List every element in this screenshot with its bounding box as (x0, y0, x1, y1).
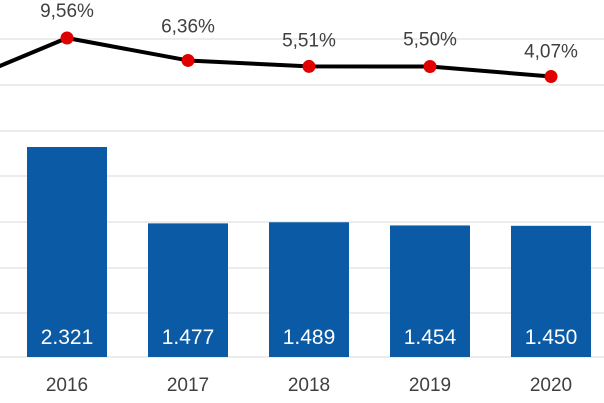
rate-line-series (0, 36, 553, 79)
rate-label-2018: 5,51% (282, 30, 336, 51)
rate-label-2016: 9,56% (40, 1, 94, 22)
rate-label-2019: 5,50% (403, 30, 457, 51)
bar-2020 (511, 225, 591, 357)
category-label-2019: 2019 (409, 375, 451, 396)
bar-series (27, 147, 591, 357)
category-label-2017: 2017 (167, 375, 209, 396)
category-axis-labels: 2016 2017 2018 2019 2020 (46, 375, 572, 396)
bar-2019 (390, 225, 470, 357)
bar-2016 (27, 147, 107, 357)
bar-label-2018: 1.489 (283, 326, 336, 349)
rate-point-2017 (181, 53, 195, 67)
rate-point-2016 (60, 31, 74, 45)
rate-markers (60, 31, 558, 84)
rate-label-2017: 6,36% (161, 16, 215, 37)
rate-line (0, 36, 553, 79)
rate-label-2020: 4,07% (524, 42, 578, 63)
category-label-2020: 2020 (530, 375, 572, 396)
bar-2018 (269, 222, 349, 357)
category-label-2016: 2016 (46, 375, 88, 396)
rate-point-2018 (302, 59, 316, 73)
rate-value-labels: 9,56% 6,36% 5,51% 5,50% 4,07% (40, 1, 578, 63)
bar-label-2019: 1.454 (404, 326, 457, 349)
rate-point-2019 (423, 60, 437, 74)
rate-point-2020 (544, 70, 558, 84)
bar-label-2017: 1.477 (162, 326, 215, 349)
bar-label-2016: 2.321 (41, 326, 94, 349)
bar-2017 (148, 223, 228, 357)
bar-value-labels: 2.321 1.477 1.489 1.454 1.450 (41, 326, 578, 349)
category-label-2018: 2018 (288, 375, 330, 396)
bar-label-2020: 1.450 (525, 326, 578, 349)
